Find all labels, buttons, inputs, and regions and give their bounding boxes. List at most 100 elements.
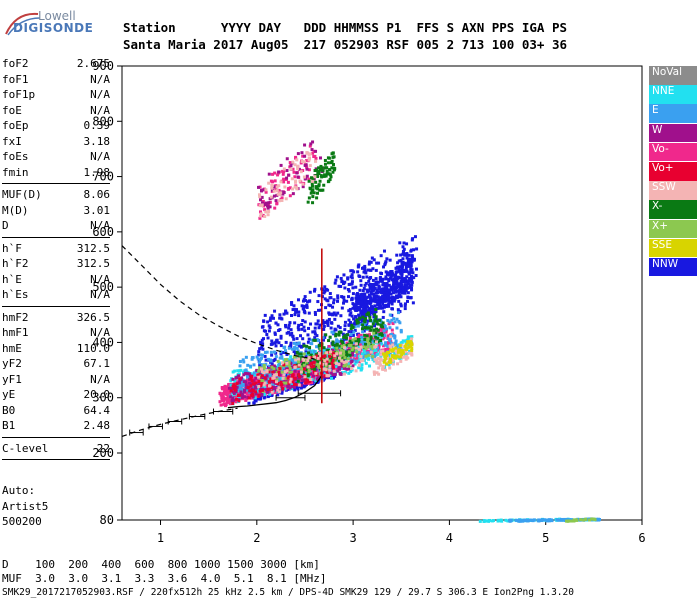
data-point [289,341,293,345]
data-point [261,376,265,380]
data-point [264,188,268,192]
data-point [294,310,298,314]
data-point [328,292,332,296]
data-point [235,382,239,386]
data-point [385,342,389,346]
data-point [331,351,335,355]
data-point [232,383,236,387]
data-point [359,355,363,359]
data-point [313,159,317,163]
data-point [323,335,327,339]
data-point [327,374,331,378]
param-separator [2,236,110,238]
data-point [289,355,293,359]
data-point [348,313,352,317]
data-point [309,356,313,360]
profile-dashed-upper [121,245,315,360]
param-name: hmE [2,341,22,355]
data-point [373,351,377,355]
data-point [372,292,376,296]
data-point [307,156,311,160]
data-point [401,351,405,355]
data-point [303,320,307,324]
data-point [263,372,267,376]
data-point [567,519,571,523]
data-point [267,201,271,205]
data-point [369,291,373,295]
data-point [329,312,333,316]
data-point [335,352,339,356]
data-point [272,185,276,189]
data-point [364,271,368,275]
data-point [322,174,326,178]
data-point [323,162,327,166]
data-point [385,362,389,366]
data-point [299,360,303,364]
data-point [370,256,374,260]
data-point [303,295,307,299]
data-point [293,313,297,317]
param-row: h`F 312.5 [2,241,110,257]
data-point [411,256,415,260]
data-point [306,372,310,376]
data-point [272,387,276,391]
data-point [310,182,314,186]
data-point [386,355,390,359]
data-point [343,370,347,374]
data-point [351,341,355,345]
data-point [331,340,335,344]
data-point [262,392,266,396]
data-point [365,356,369,360]
data-point [267,181,271,185]
param-row: foEs N/A [2,149,110,165]
auto-label: Auto: [2,484,36,497]
data-point [220,396,224,400]
data-point [262,396,266,400]
data-point [379,288,383,292]
data-point [337,356,341,360]
data-point [378,275,382,279]
data-point [269,379,273,383]
data-point [283,185,287,189]
param-row: hmF1 N/A [2,325,110,341]
data-point [281,385,285,389]
data-point [362,319,366,323]
data-point [361,319,365,323]
data-point [296,175,300,179]
data-point [369,301,373,305]
data-point [345,350,349,354]
data-point [337,354,341,358]
data-point [367,279,371,283]
data-point [277,199,281,203]
data-point [225,397,229,401]
data-point [363,325,367,329]
data-point [376,336,380,340]
data-point [377,261,381,265]
data-point [324,320,328,324]
data-point [276,382,280,386]
data-point [546,519,550,523]
data-point [550,519,554,523]
data-point [327,363,331,367]
data-point [219,403,223,407]
data-point [321,188,325,192]
data-point [257,375,261,379]
data-point [272,367,276,371]
data-point [404,289,408,293]
data-point [298,375,302,379]
data-point [375,288,379,292]
data-point [326,299,330,303]
data-point [269,386,273,390]
data-point [249,376,253,380]
data-point [273,309,277,313]
data-point [308,350,312,354]
data-point [371,343,375,347]
data-point [296,379,300,383]
data-point [319,156,323,160]
data-point [375,340,379,344]
data-point [291,167,295,171]
data-point [399,359,403,363]
data-point [358,275,362,279]
data-point [384,260,388,264]
data-point [316,376,320,380]
